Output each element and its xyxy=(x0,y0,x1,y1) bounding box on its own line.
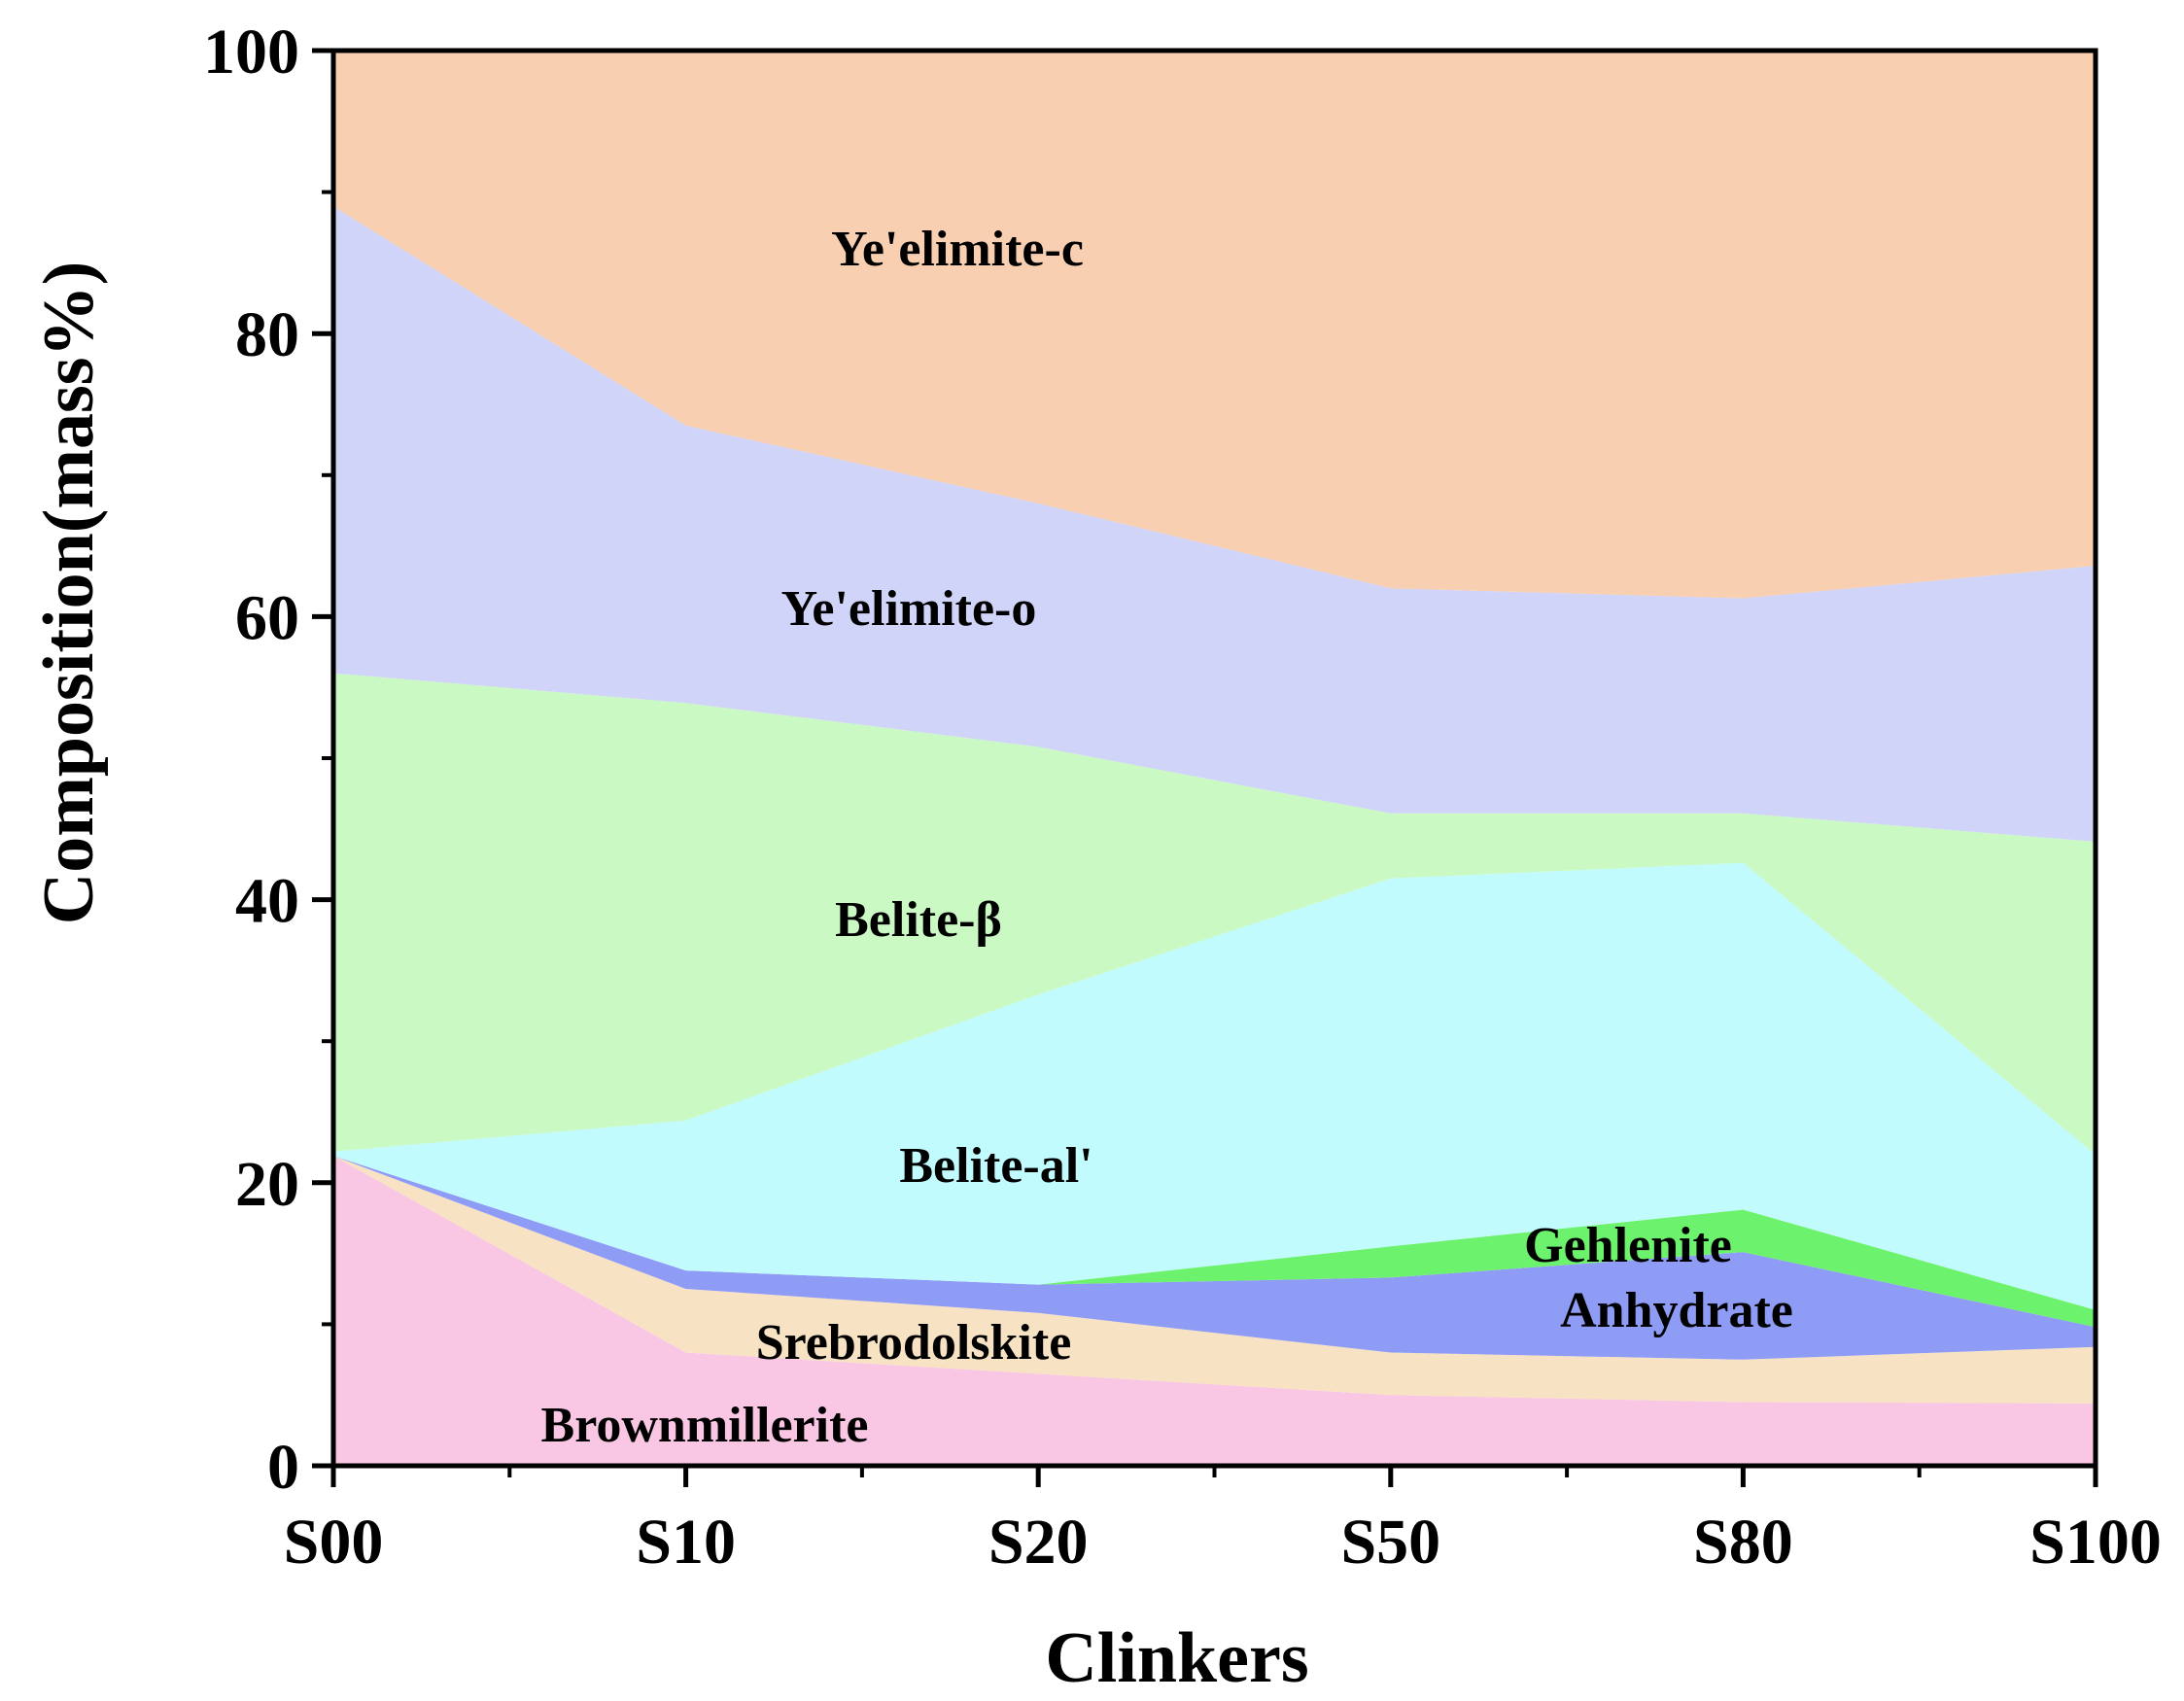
series-label-anhydrate: Anhydrate xyxy=(1560,1283,1793,1338)
y-tick-label: 100 xyxy=(203,17,299,87)
series-label-srebrodolskite: Srebrodolskite xyxy=(756,1315,1072,1371)
x-tick-label: S00 xyxy=(284,1507,384,1578)
area-belite-al xyxy=(333,862,2096,1310)
y-tick-label: 80 xyxy=(235,299,299,370)
area-anhydrate xyxy=(333,1156,2096,1360)
area-gehlenite xyxy=(333,1156,2096,1328)
series-label-brownmillerite: Brownmillerite xyxy=(541,1398,869,1453)
area-ye-elimite-c xyxy=(333,51,2096,599)
area-layers xyxy=(333,51,2096,1466)
area-srebrodolskite xyxy=(333,1156,2096,1404)
series-label-ye-elimite-o: Ye'elimite-o xyxy=(781,581,1037,637)
y-axis-title: Composition(mass%) xyxy=(29,261,109,924)
area-brownmillerite xyxy=(333,1156,2096,1466)
series-label-belite-beta: Belite-β xyxy=(835,892,1002,948)
x-tick-label: S50 xyxy=(1340,1507,1440,1578)
series-label-ye-elimite-c: Ye'elimite-c xyxy=(831,222,1084,277)
axes: 0 20 40 60 80 100 S00 S10 S20 S50 S80 S100 xyxy=(203,17,2162,1578)
series-label-belite-al: Belite-al' xyxy=(899,1138,1092,1194)
area-ye-elimite-o xyxy=(333,206,2096,842)
x-tick-label: S20 xyxy=(988,1507,1089,1578)
series-labels: Brownmillerite Srebrodolskite Anhydrate Geh… xyxy=(541,222,1793,1453)
x-tick-label: S100 xyxy=(2029,1507,2162,1578)
y-tick-label: 0 xyxy=(267,1432,299,1503)
series-label-gehlenite: Gehlenite xyxy=(1524,1218,1732,1273)
y-tick-label: 40 xyxy=(235,866,299,937)
y-tick-label: 60 xyxy=(235,582,299,653)
x-tick-label: S10 xyxy=(636,1507,736,1578)
area-belite-beta xyxy=(333,673,2096,1155)
y-tick-label: 20 xyxy=(235,1149,299,1220)
x-tick-label: S80 xyxy=(1693,1507,1793,1578)
x-axis-title: Clinkers xyxy=(1045,1618,1308,1698)
